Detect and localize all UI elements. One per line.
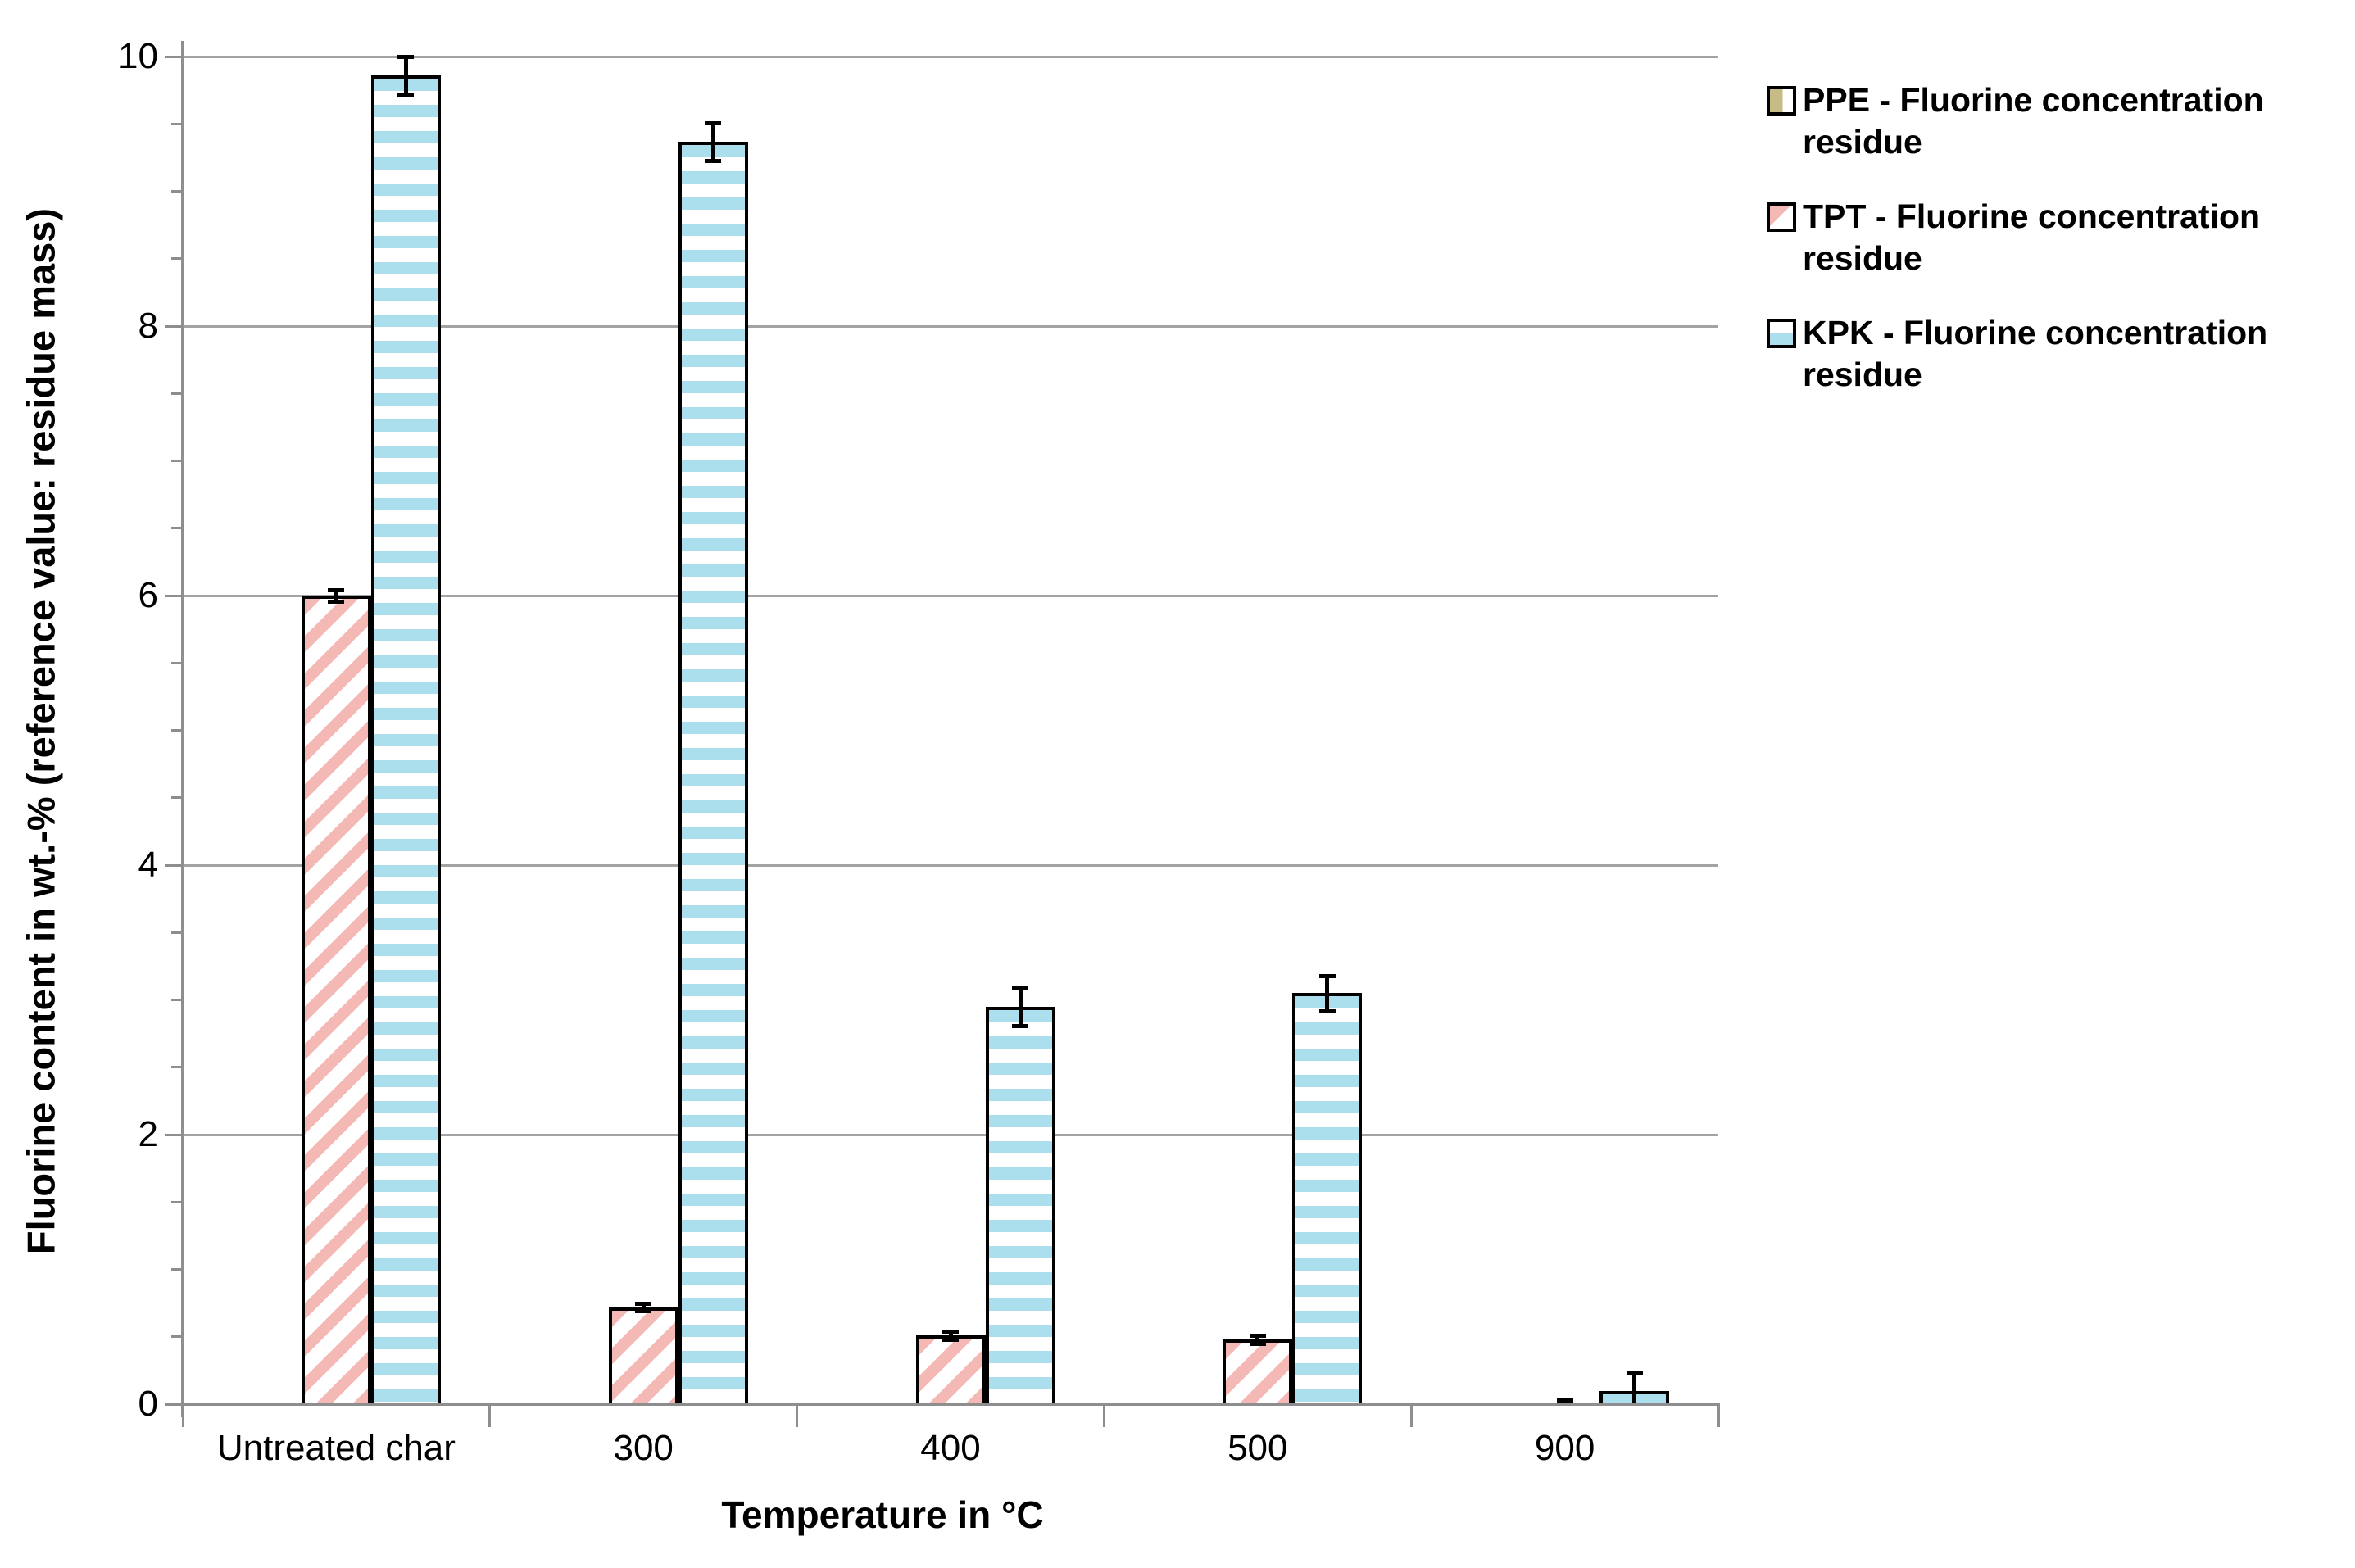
y-tick-label-8: 8 [138, 306, 158, 346]
y-minor-tick [171, 796, 183, 800]
error-bar-line [1018, 987, 1023, 1026]
bar-tpt-0 [301, 596, 371, 1404]
y-major-tick-8 [165, 324, 183, 328]
y-minor-tick [171, 931, 183, 934]
y-minor-tick [171, 661, 183, 664]
y-minor-tick [171, 527, 183, 530]
y-major-tick-0 [165, 1403, 183, 1406]
y-minor-tick [171, 729, 183, 732]
x-tick-label-4: 900 [1534, 1428, 1595, 1468]
y-minor-tick [171, 122, 183, 125]
error-bar-line [641, 1303, 646, 1312]
error-bar-cap-top [705, 120, 722, 125]
error-bar-cap-top [1556, 1398, 1573, 1403]
bar-kpk-1 [678, 141, 748, 1404]
x-tick-label-1: 300 [613, 1428, 674, 1468]
error-bar-cap-bottom [1249, 1341, 1266, 1346]
y-tick-label-4: 4 [138, 845, 158, 885]
x-axis-title: Temperature in °C [721, 1493, 1044, 1536]
bar-kpk-2 [985, 1006, 1055, 1404]
y-minor-tick [171, 257, 183, 261]
gridline-y-10 [183, 55, 1718, 58]
error-bar-cap-top [328, 588, 345, 593]
y-minor-tick [171, 1335, 183, 1339]
bar-tpt-3 [1223, 1339, 1293, 1404]
bar-kpk-3 [1292, 993, 1363, 1404]
x-tick [1409, 1404, 1413, 1427]
y-axis-line [181, 41, 184, 1417]
legend-swatch-vertical-stripes [1767, 86, 1796, 116]
y-major-tick-6 [165, 594, 183, 597]
error-bar-line [1255, 1335, 1260, 1344]
error-bar-cap-top [1249, 1334, 1266, 1339]
legend-swatch-upward-diagonal-stripes [1767, 202, 1796, 232]
error-bar-cap-top [942, 1330, 959, 1335]
y-axis-title: Fluorine content in wt.-% (reference val… [19, 207, 63, 1255]
error-bar-cap-bottom [705, 158, 722, 163]
legend-item-label: KPK - Fluorine concentration residue [1803, 314, 2268, 393]
legend-item-label: PPE - Fluorine concentration residue [1803, 81, 2264, 161]
error-bar-cap-top [1012, 986, 1028, 990]
gridline-y-4 [183, 863, 1718, 867]
error-bar-cap-bottom [1318, 1008, 1336, 1013]
y-tick-label-6: 6 [138, 575, 158, 615]
error-bar-cap-bottom [942, 1338, 959, 1343]
gridline-y-2 [183, 1133, 1718, 1136]
legend-item-label: TPT - Fluorine concentration residue [1803, 197, 2261, 277]
x-tick-label-3: 500 [1227, 1428, 1288, 1468]
legend-swatch-horizontal-stripes [1767, 319, 1796, 348]
error-bar-cap-top [1626, 1370, 1643, 1375]
y-minor-tick [171, 1268, 183, 1271]
bar-kpk-0 [370, 75, 441, 1404]
legend-item-tpt: TPT - Fluorine concentration residue [1763, 196, 2353, 310]
x-tick [1102, 1404, 1105, 1427]
error-bar-line [1325, 975, 1330, 1011]
y-minor-tick [171, 1200, 183, 1203]
y-minor-tick [171, 999, 183, 1001]
error-bar-cap-top [1318, 973, 1336, 978]
gridline-y-8 [183, 324, 1718, 328]
error-bar-cap-bottom [328, 599, 345, 604]
y-major-tick-2 [165, 1133, 183, 1136]
y-minor-tick [171, 190, 183, 193]
y-major-tick-10 [165, 55, 183, 58]
y-minor-tick [171, 460, 183, 462]
y-minor-tick [171, 1066, 183, 1069]
y-minor-tick [171, 392, 183, 395]
error-bar-cap-bottom [397, 93, 415, 97]
x-tick [488, 1404, 492, 1427]
x-tick-label-2: 400 [920, 1428, 981, 1468]
error-bar-cap-bottom [635, 1309, 652, 1314]
y-tick-label-10: 10 [118, 36, 158, 76]
x-axis-line [181, 1403, 1720, 1406]
y-tick-label-0: 0 [138, 1384, 158, 1424]
error-bar-cap-top [397, 55, 415, 59]
error-bar-line [710, 122, 715, 161]
x-tick-label-0: Untreated char [216, 1428, 456, 1468]
error-bar-line [403, 57, 408, 95]
gridline-y-6 [183, 594, 1718, 597]
bar-tpt-1 [608, 1307, 678, 1404]
error-bar-line [334, 590, 338, 601]
error-bar-line [1632, 1371, 1637, 1404]
legend-item-kpk: KPK - Fluorine concentration residue [1763, 312, 2353, 427]
error-bar-line [948, 1331, 953, 1340]
x-tick [1717, 1404, 1720, 1427]
y-tick-label-2: 2 [138, 1114, 158, 1154]
bar-tpt-2 [915, 1335, 986, 1404]
legend-item-ppe: PPE - Fluorine concentration residue [1763, 79, 2353, 194]
x-tick [796, 1404, 799, 1427]
y-major-tick-4 [165, 863, 183, 867]
error-bar-cap-top [635, 1301, 652, 1306]
error-bar-cap-bottom [1012, 1023, 1028, 1028]
